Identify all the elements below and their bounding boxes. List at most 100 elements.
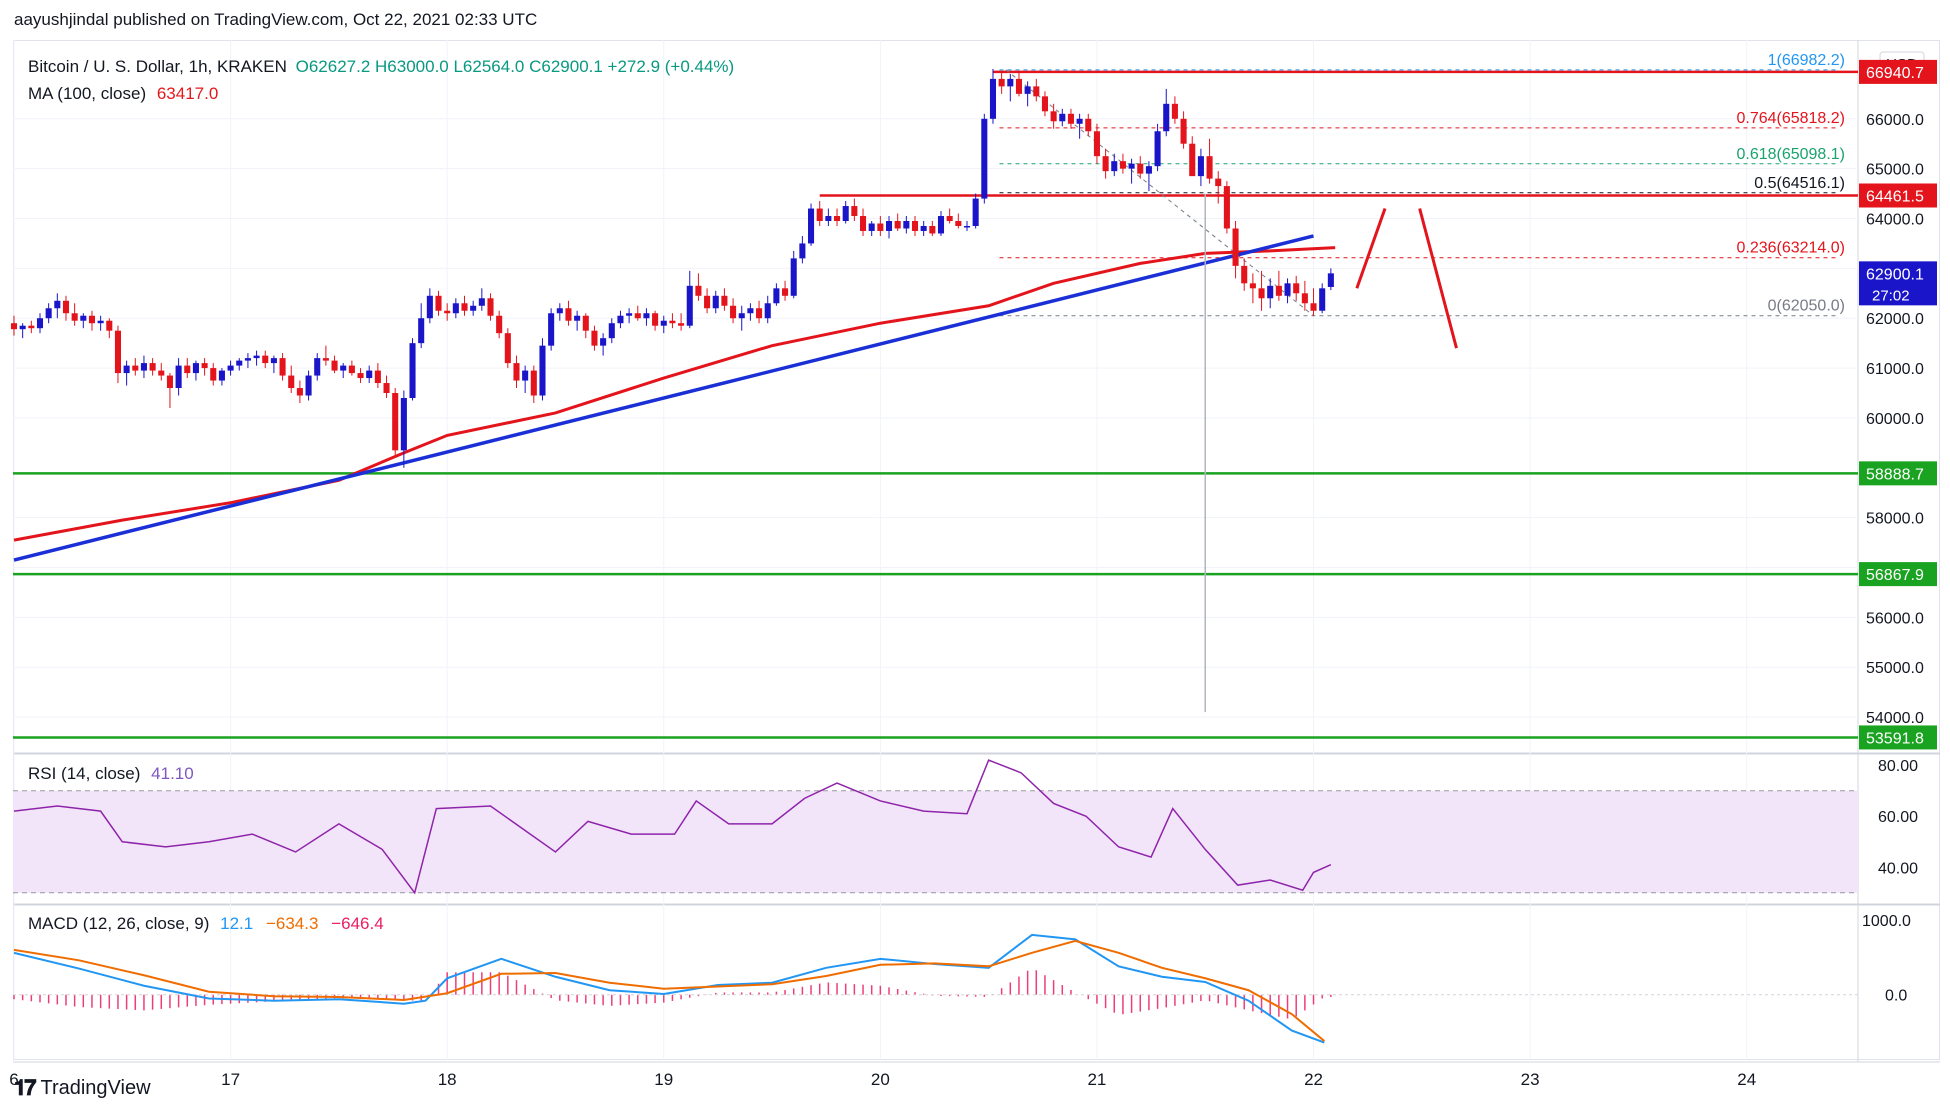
candle-body	[1189, 143, 1196, 177]
candle-body	[513, 363, 520, 381]
candle	[877, 216, 884, 236]
candle-body	[1111, 161, 1118, 172]
candle-body	[617, 315, 624, 324]
candle	[825, 208, 832, 226]
candle	[236, 358, 243, 371]
candle-body	[773, 288, 780, 304]
candle-body	[920, 225, 927, 231]
candle-body	[825, 216, 832, 221]
candle-body	[236, 360, 243, 366]
fib-level-label: 0.236(63214.0)	[1736, 240, 1845, 257]
candle	[868, 221, 875, 236]
candle	[894, 213, 901, 231]
candle-body	[894, 221, 901, 229]
candle	[643, 308, 650, 326]
candle	[487, 293, 494, 321]
candle-body	[1197, 156, 1204, 177]
candle-body	[1033, 86, 1040, 97]
candle-body	[782, 288, 789, 296]
candle	[513, 355, 520, 389]
price-labels: USD58888.756867.953591.864461.566940.762…	[1859, 51, 1937, 750]
axis-price-box	[1859, 461, 1937, 486]
candle-body	[106, 320, 113, 331]
candle	[1215, 171, 1222, 204]
candle	[409, 338, 416, 401]
candle	[721, 288, 728, 311]
fib-level-label: 0.5(64516.1)	[1754, 175, 1845, 192]
ma-value: 63417.0	[156, 84, 219, 103]
forecast-up-stroke	[1355, 208, 1387, 289]
candle	[1033, 78, 1040, 102]
rsi-tick-label: 40.00	[1878, 860, 1918, 877]
candle	[1293, 275, 1300, 301]
candle-body	[331, 360, 338, 371]
candle	[1111, 153, 1118, 177]
candle-body	[452, 303, 459, 314]
time-tick-label: 6	[9, 1070, 18, 1089]
last-price-box	[1859, 261, 1937, 306]
candle-body	[1267, 285, 1274, 299]
candle-body	[738, 313, 745, 319]
candle	[253, 350, 260, 366]
candle	[218, 368, 225, 386]
candle	[270, 355, 277, 374]
candle-body	[1102, 156, 1109, 172]
time-tick-label: 23	[1521, 1070, 1540, 1089]
candle-body	[652, 313, 659, 326]
candle-body	[62, 300, 70, 314]
candle-body	[97, 320, 104, 324]
candle-body	[36, 318, 44, 329]
candle	[175, 358, 182, 396]
candle-body	[877, 223, 884, 231]
candle	[1241, 258, 1248, 291]
footer-brand-text: TradingView	[40, 1076, 151, 1099]
candle-body	[868, 223, 875, 231]
candle	[660, 315, 667, 334]
candle-body	[426, 295, 433, 319]
candle	[444, 303, 451, 321]
candle	[340, 363, 347, 379]
candle	[1206, 138, 1213, 184]
candle-body	[582, 315, 589, 331]
candle-body	[1241, 265, 1248, 284]
candle-body	[989, 78, 997, 119]
candle	[582, 313, 589, 339]
candle	[1067, 108, 1074, 129]
candle-body	[1007, 78, 1014, 87]
candle	[10, 315, 18, 336]
candle	[140, 355, 147, 379]
candle-body	[1293, 283, 1300, 294]
candle-body	[1249, 283, 1256, 289]
candle	[1137, 156, 1144, 179]
candle	[981, 113, 988, 204]
candle	[565, 300, 572, 326]
price-tick-label: 60000.0	[1866, 411, 1924, 428]
candle	[392, 388, 399, 458]
macd-hist-value: −646.4	[331, 914, 384, 933]
candle	[539, 338, 546, 401]
axis-price-label: 66940.7	[1866, 65, 1924, 82]
candle	[210, 363, 217, 386]
candle-body	[149, 363, 156, 371]
candle	[201, 358, 208, 376]
axis-price-label: 64461.5	[1866, 188, 1924, 205]
candle	[279, 353, 286, 381]
candle-body	[201, 363, 208, 369]
candle	[305, 370, 312, 401]
candle	[97, 315, 104, 331]
candle-body	[383, 383, 390, 394]
candle-body	[1137, 163, 1144, 174]
price-tick-label: 54000.0	[1866, 710, 1924, 727]
candle-body	[244, 358, 251, 361]
rsi-label: RSI (14, close)	[28, 764, 141, 783]
last-price-countdown: 27:02	[1872, 287, 1910, 304]
candle	[972, 193, 979, 229]
candle-body	[1301, 293, 1308, 304]
candle-body	[842, 206, 849, 221]
footer-brand[interactable]: 𝟏𝟕 TradingView	[14, 1075, 151, 1101]
price-tick-label: 55000.0	[1866, 660, 1924, 677]
candle	[911, 216, 919, 236]
tradingview-logo-icon: 𝟏𝟕	[14, 1075, 37, 1100]
candle-body	[19, 325, 26, 330]
